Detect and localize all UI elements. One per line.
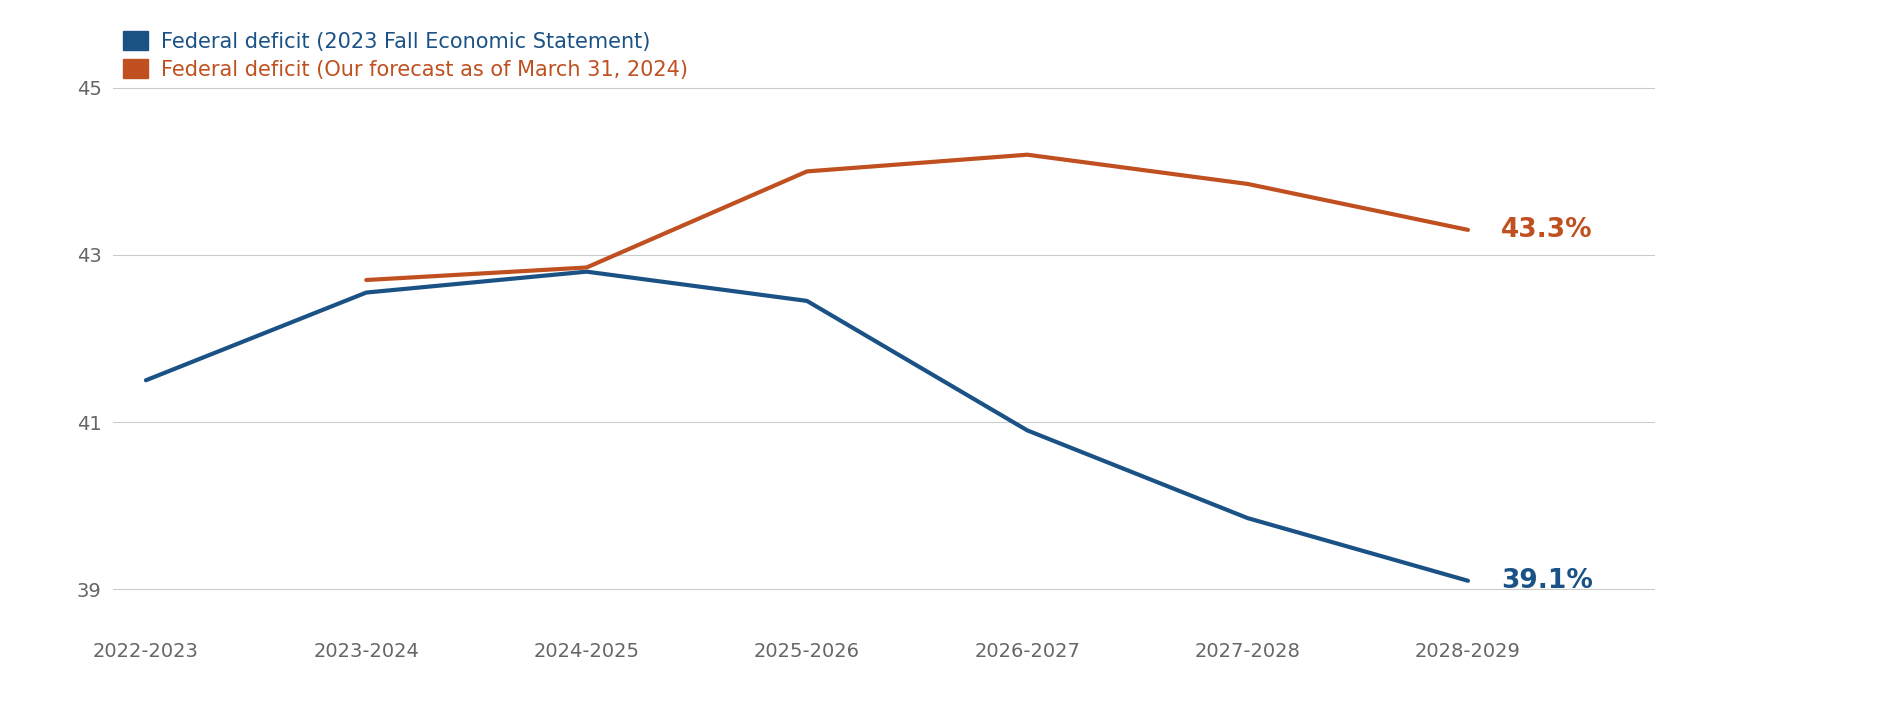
- Legend: Federal deficit (2023 Fall Economic Statement), Federal deficit (Our forecast as: Federal deficit (2023 Fall Economic Stat…: [124, 32, 688, 80]
- Text: 39.1%: 39.1%: [1500, 568, 1592, 594]
- Text: 43.3%: 43.3%: [1500, 217, 1592, 243]
